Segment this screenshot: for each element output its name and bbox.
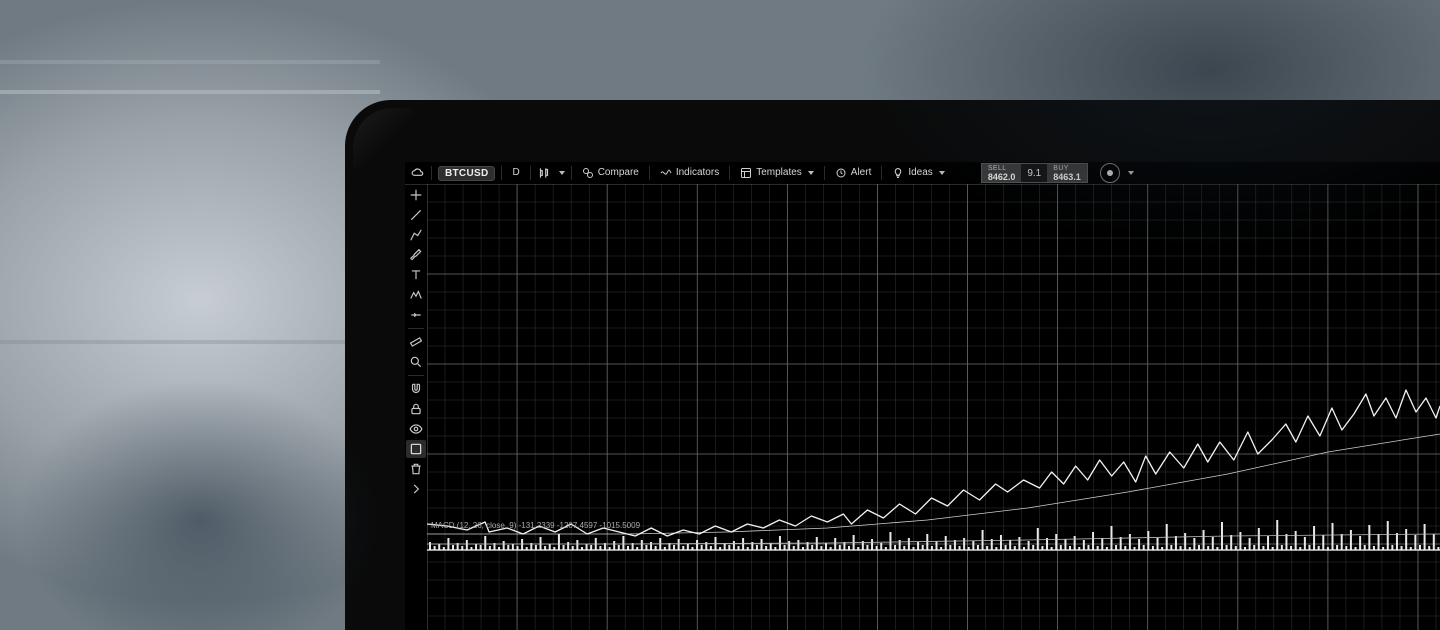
trash-icon[interactable]: [406, 460, 426, 478]
alert-button[interactable]: Alert: [831, 163, 876, 183]
symbol-badge[interactable]: BTCUSD: [438, 166, 495, 181]
magnet-icon[interactable]: [406, 380, 426, 398]
chart-legend: Bitcoin / Dollar, D, BITFINEX ⋯ O7588.8 …: [431, 187, 1440, 199]
spread-value: 9.1: [1021, 163, 1047, 183]
focus-mode-icon[interactable]: [1100, 163, 1120, 183]
chevron-down-icon[interactable]: [559, 171, 565, 175]
forecast-icon[interactable]: [406, 306, 426, 324]
buy-button[interactable]: BUY 8463.1: [1047, 163, 1088, 183]
close-icon[interactable]: ✕: [577, 199, 585, 210]
macd-legend: MACD (12, 26, close, 9) -131.2339 -1207.…: [431, 521, 640, 530]
sell-buy-panel: SELL 8462.0 9.1 BUY 8463.1: [981, 163, 1088, 183]
legend-style-icon[interactable]: [547, 200, 556, 209]
text-icon[interactable]: [406, 266, 426, 284]
interval-button[interactable]: D: [508, 163, 523, 183]
price-chart[interactable]: MACD (12, 26, close, 9) -131.2339 -1207.…: [427, 184, 1440, 630]
lock-icon[interactable]: [406, 400, 426, 418]
pitchfork-icon[interactable]: [406, 226, 426, 244]
brush-icon[interactable]: [406, 246, 426, 264]
chevron-down-icon[interactable]: [1128, 171, 1134, 175]
visibility-icon[interactable]: [406, 420, 426, 438]
object-tree-icon[interactable]: [406, 440, 426, 458]
legend-style-icon[interactable]: [568, 188, 578, 198]
legend-symbol-icon: [431, 188, 441, 198]
patterns-icon[interactable]: [406, 286, 426, 304]
candles-icon[interactable]: [537, 166, 551, 180]
eye-icon[interactable]: 👁: [561, 199, 572, 210]
ideas-button[interactable]: Ideas: [888, 163, 948, 183]
cloud-save-icon[interactable]: [411, 166, 425, 180]
legend-pair: Bitcoin / Dollar, D, BITFINEX: [447, 188, 562, 198]
measure-icon[interactable]: [406, 333, 426, 351]
trend-line-icon[interactable]: [406, 206, 426, 224]
compare-button[interactable]: Compare: [578, 163, 643, 183]
chevron-down-icon: [939, 171, 945, 175]
collapse-icon[interactable]: [406, 480, 426, 498]
drawing-toolbar: [405, 184, 428, 630]
chevron-down-icon: [808, 171, 814, 175]
sell-button[interactable]: SELL 8462.0: [981, 163, 1022, 183]
indicators-button[interactable]: Indicators: [656, 163, 723, 183]
ma-legend: MA (9, close, 0) 67.42K 538.6K 👁 ✕: [431, 199, 585, 210]
chart-top-toolbar: BTCUSD D Compare Indicators: [405, 162, 1440, 185]
legend-ohlc: O7588.8 H8650.0 L7588.0 C8411.0: [599, 188, 741, 198]
cursor-cross-icon[interactable]: [406, 186, 426, 204]
templates-button[interactable]: Templates: [736, 163, 818, 183]
zoom-icon[interactable]: [406, 353, 426, 371]
